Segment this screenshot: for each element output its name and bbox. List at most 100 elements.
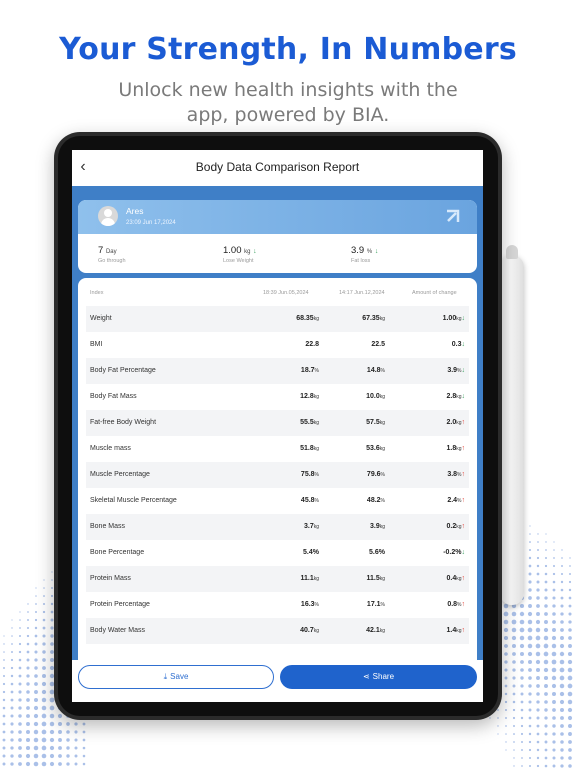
stat-value: 3.9	[351, 245, 365, 256]
table-row: Muscle Percentage 75.8% 79.6% 3.8%↑	[86, 462, 469, 488]
row-label: Weight	[90, 315, 112, 322]
value-date-2: 17.1%	[367, 601, 385, 608]
stat-label: Go through	[98, 258, 126, 264]
download-icon: ⤓	[163, 672, 168, 681]
value: 2.8	[446, 393, 457, 400]
arrow-up-icon: ↑	[461, 601, 466, 608]
value-date-1: 75.8%	[301, 471, 319, 478]
unit: %	[314, 498, 319, 504]
value-date-2: 79.6%	[367, 471, 385, 478]
value: 1.8	[446, 445, 457, 452]
value: 3.8	[447, 471, 458, 478]
value-date-2: 3.9kg	[370, 523, 385, 530]
arrow-up-icon: ↑	[461, 627, 466, 634]
value-change: 0.8%↑	[447, 601, 465, 608]
value: 11.5	[366, 575, 380, 582]
value: 3.7	[303, 523, 314, 530]
unit: %	[457, 602, 462, 608]
value-date-1: 3.7kg	[304, 523, 319, 530]
value-date-2: 11.5kg	[366, 575, 385, 582]
table-row: Protein Percentage 16.3% 17.1% 0.8%↑	[86, 592, 469, 618]
value: 3.9	[447, 367, 458, 374]
row-label: Fat-free Body Weight	[90, 419, 157, 426]
value-date-1: 22.8	[305, 341, 319, 348]
arrow-down-icon: ↓	[461, 367, 466, 374]
value: 10.0	[366, 393, 380, 400]
value: 12.8	[300, 393, 314, 400]
value-change: 0.3↓	[452, 341, 465, 348]
arrow-down-icon: ↓	[461, 393, 466, 400]
unit: kg	[379, 628, 385, 634]
arrow-up-icon: ↑	[461, 523, 466, 530]
table-header: Index 18:39 Jun.05,2024 14:17 Jun.12,202…	[78, 278, 477, 306]
arrow-up-icon: ↑	[461, 497, 466, 504]
user-datetime: 23:09 Jun 17,2024	[126, 220, 176, 226]
unit: kg	[379, 446, 385, 452]
value: 0.8	[447, 601, 458, 608]
unit: kg	[313, 576, 319, 582]
stat-value: 7	[98, 245, 104, 256]
row-label: Protein Mass	[90, 575, 131, 582]
unit: kg	[313, 316, 319, 322]
headline: Your Strength, In Numbers	[59, 32, 517, 67]
value-change: 1.8kg↑	[446, 445, 465, 452]
comparison-table[interactable]: Index 18:39 Jun.05,2024 14:17 Jun.12,202…	[78, 278, 477, 702]
unit: %	[314, 602, 319, 608]
value-change: 0.4kg↑	[446, 575, 465, 582]
value: 40.7	[300, 627, 314, 634]
value-date-1: 12.8kg	[300, 393, 319, 400]
value: 45.8	[300, 497, 315, 504]
table-row: Bone Percentage 5.4% 5.6% -0.2%↓	[86, 540, 469, 566]
stat-unit: %	[366, 249, 373, 255]
unit: %	[380, 368, 385, 374]
value-date-2: 10.0kg	[366, 393, 385, 400]
unit: %	[314, 368, 319, 374]
unit: kg	[456, 524, 462, 530]
row-label: Bone Percentage	[90, 549, 145, 556]
row-label: Body Water Mass	[90, 627, 145, 634]
footer-bar: ⤓ Save ⋖ Share	[72, 660, 483, 702]
unit: %	[380, 498, 385, 504]
value-change: 2.8kg↓	[446, 393, 465, 400]
unit: kg	[456, 576, 462, 582]
stat-days: 7 Day Go through	[98, 245, 208, 264]
chevron-left-icon[interactable]: ‹	[80, 158, 86, 175]
stat-label: Fat loss	[351, 258, 371, 264]
value-date-1: 45.8%	[301, 497, 319, 504]
value-change: 3.8%↑	[447, 471, 465, 478]
column-header-date-2: 14:17 Jun.12,2024	[339, 290, 385, 296]
unit: kg	[379, 524, 385, 530]
value: 51.8	[300, 445, 314, 452]
unit: kg	[379, 420, 385, 426]
value: 5.4%	[303, 549, 319, 556]
value: 53.6	[366, 445, 380, 452]
unit: kg	[456, 394, 462, 400]
arrow-up-icon: ↑	[461, 471, 466, 478]
unit: %	[380, 602, 385, 608]
table-row: Body Water Mass 40.7kg 42.1kg 1.4kg↑	[86, 618, 469, 644]
value-change: -0.2%↓	[443, 549, 465, 556]
row-label: Bone Mass	[90, 523, 126, 530]
save-button[interactable]: ⤓ Save	[78, 665, 274, 689]
unit: kg	[313, 628, 319, 634]
row-label: Body Fat Percentage	[90, 367, 156, 374]
table-row: Fat-free Body Weight 55.5kg 57.5kg 2.0kg↑	[86, 410, 469, 436]
value-date-1: 55.5kg	[300, 419, 319, 426]
share-button[interactable]: ⋖ Share	[280, 665, 477, 689]
value-date-1: 5.4%	[303, 549, 319, 556]
arrow-down-icon: ↓	[461, 549, 466, 556]
value-date-1: 68.35kg	[296, 315, 319, 322]
value: -0.2%	[443, 549, 462, 556]
value: 11.1	[300, 575, 314, 582]
value-date-2: 14.8%	[367, 367, 385, 374]
value-change: 2.4%↑	[447, 497, 465, 504]
value-date-2: 42.1kg	[366, 627, 385, 634]
row-label: Muscle Percentage	[90, 471, 150, 478]
stylus-pencil	[500, 245, 524, 605]
unit: kg	[313, 446, 319, 452]
arrow-down-icon: ↓	[461, 315, 466, 322]
save-label: Save	[170, 672, 189, 681]
table-row: Body Fat Mass 12.8kg 10.0kg 2.8kg↓	[86, 384, 469, 410]
value-change: 0.2kg↑	[446, 523, 465, 530]
value: 1.4	[446, 627, 457, 634]
